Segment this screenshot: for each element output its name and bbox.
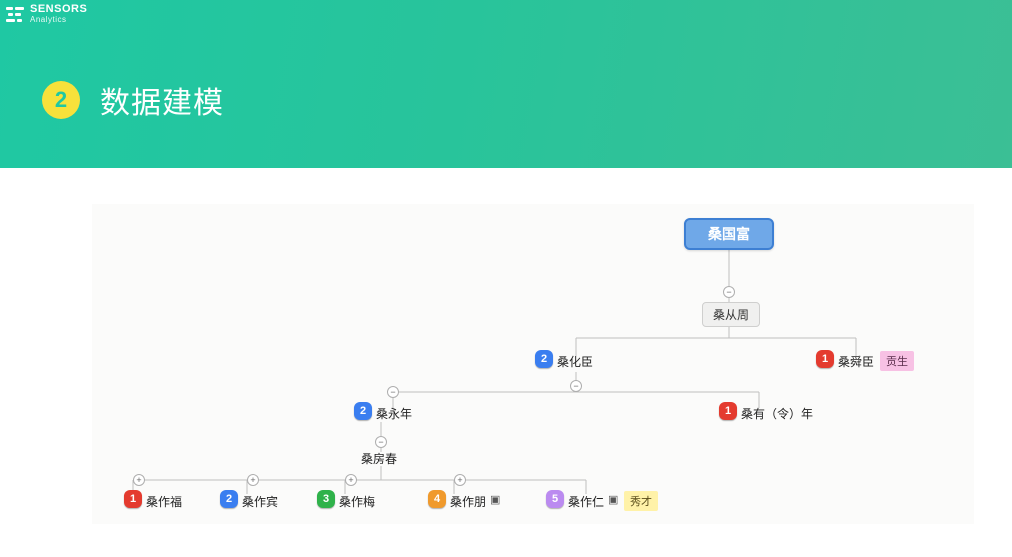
expand-icon[interactable]: + <box>247 474 259 486</box>
tree-root[interactable]: 桑国富 <box>684 218 774 250</box>
order-badge: 2 <box>354 402 372 420</box>
section-title: 数据建模 <box>100 78 224 122</box>
collapse-icon[interactable]: − <box>375 436 387 448</box>
tree-node-l4[interactable]: 桑房春 <box>361 450 397 467</box>
tree-leaf[interactable]: 桑作宾 <box>242 493 278 510</box>
collapse-icon[interactable]: − <box>570 380 582 392</box>
logo-mark-icon <box>6 5 24 23</box>
tree-node-l3b[interactable]: 桑有（令）年 <box>741 405 813 422</box>
section-number-badge: 2 <box>42 81 80 119</box>
brand-sub: Analytics <box>30 15 87 24</box>
tree-leaf[interactable]: 桑作仁 <box>568 493 604 510</box>
title-row: 2 数据建模 <box>42 78 224 122</box>
collapse-icon[interactable]: − <box>723 286 735 298</box>
tree-leaf[interactable]: 桑作福 <box>146 493 182 510</box>
tree-leaf[interactable]: 桑作朋 <box>450 493 486 510</box>
tag: 秀才 <box>624 491 658 511</box>
collapse-icon[interactable]: − <box>387 386 399 398</box>
tree-node-l2a[interactable]: 桑化臣 <box>557 353 593 370</box>
order-badge: 1 <box>719 402 737 420</box>
node-glyph-icon: ▣ <box>490 493 500 506</box>
order-badge: 1 <box>124 490 142 508</box>
tag-pink: 贡生 <box>880 351 914 371</box>
node-glyph-icon: ▣ <box>608 493 618 506</box>
order-badge: 1 <box>816 350 834 368</box>
expand-icon[interactable]: + <box>454 474 466 486</box>
tree-node-l2b[interactable]: 桑舜臣 <box>838 353 874 370</box>
order-badge: 2 <box>535 350 553 368</box>
tree-diagram: 桑国富 − 桑从周 2 桑化臣 − 1 桑舜臣 贡生 − 2 桑永年 1 桑有（… <box>92 204 974 524</box>
expand-icon[interactable]: + <box>133 474 145 486</box>
order-badge: 3 <box>317 490 335 508</box>
order-badge: 2 <box>220 490 238 508</box>
tree-node-l1[interactable]: 桑从周 <box>702 302 760 327</box>
expand-icon[interactable]: + <box>345 474 357 486</box>
brand-logo: SENSORS Analytics <box>6 4 87 24</box>
tree-node-l3a[interactable]: 桑永年 <box>376 405 412 422</box>
header: SENSORS Analytics 2 数据建模 <box>0 0 1012 168</box>
order-badge: 4 <box>428 490 446 508</box>
order-badge: 5 <box>546 490 564 508</box>
brand-name: SENSORS <box>30 4 87 15</box>
tree-leaf[interactable]: 桑作梅 <box>339 493 375 510</box>
